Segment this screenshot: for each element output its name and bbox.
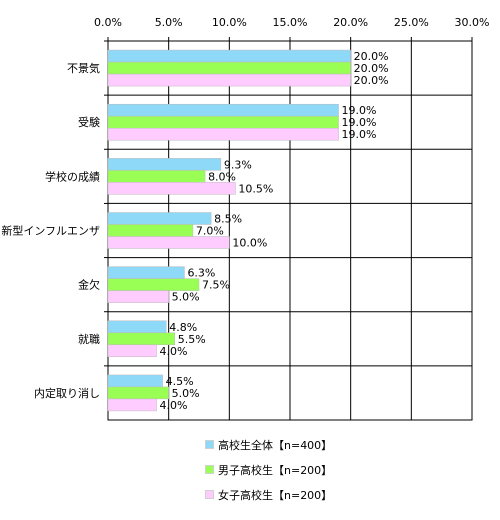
bar <box>107 49 351 63</box>
bar <box>107 386 169 400</box>
bar <box>107 374 163 388</box>
category-label: 金欠 <box>78 278 100 292</box>
bar <box>107 212 212 225</box>
bar <box>107 73 351 87</box>
data-label: 5.0% <box>172 387 200 400</box>
category-label: 就職 <box>78 332 100 346</box>
legend-label-female: 女子高校生【n=200】 <box>218 488 333 502</box>
data-label: 8.0% <box>208 170 236 183</box>
data-label: 5.0% <box>172 291 200 304</box>
bar <box>107 103 339 117</box>
bar <box>107 290 169 303</box>
bar <box>107 115 339 129</box>
legend-item-all: 高校生全体【n=400】 <box>205 438 405 452</box>
data-label: 20.0% <box>354 50 389 63</box>
legend-swatch-all <box>205 440 214 449</box>
legend-swatch-male <box>205 465 214 474</box>
legend-label-male: 男子高校生【n=200】 <box>218 463 333 477</box>
x-tick-label: 0.0% <box>94 16 122 29</box>
category-label: 新型インフルエンザ <box>1 224 100 238</box>
category-label: 受験 <box>78 115 100 129</box>
x-tick-label: 30.0% <box>455 16 490 29</box>
data-label: 6.3% <box>187 267 215 280</box>
bar <box>107 158 222 171</box>
bar <box>107 278 200 291</box>
data-label: 7.5% <box>202 279 230 292</box>
x-tick-label: 5.0% <box>155 16 183 29</box>
legend-item-male: 男子高校生【n=200】 <box>205 463 405 477</box>
x-tick-label: 25.0% <box>394 16 429 29</box>
x-tick-label: 10.0% <box>212 16 247 29</box>
data-label: 10.0% <box>232 237 267 250</box>
bar <box>107 170 206 183</box>
data-label: 4.0% <box>160 399 188 412</box>
data-label: 19.0% <box>342 128 377 141</box>
data-label: 20.0% <box>354 62 389 75</box>
bar <box>107 320 167 334</box>
data-label: 4.5% <box>166 375 194 388</box>
bar <box>107 61 351 75</box>
bar <box>107 224 194 237</box>
legend: 高校生全体【n=400】 男子高校生【n=200】 女子高校生【n=200】 <box>205 438 405 513</box>
bar <box>107 236 230 249</box>
bar <box>107 344 157 358</box>
data-label: 5.5% <box>178 333 206 346</box>
bar-chart: 0.0% 5.0% 10.0% 15.0% 20.0% 25.0% 30.0% 不景気 20.0… <box>1 16 490 421</box>
legend-swatch-female <box>205 490 214 499</box>
x-tick-label: 15.0% <box>273 16 308 29</box>
legend-item-female: 女子高校生【n=200】 <box>205 488 405 502</box>
data-label: 4.0% <box>160 345 188 358</box>
bar <box>107 127 339 141</box>
data-label: 10.5% <box>238 182 273 195</box>
data-label: 4.8% <box>169 321 197 334</box>
data-label: 20.0% <box>354 74 389 87</box>
x-tick-label: 20.0% <box>333 16 368 29</box>
bar <box>107 182 236 195</box>
data-label: 9.3% <box>224 158 252 171</box>
legend-label-all: 高校生全体【n=400】 <box>218 438 333 452</box>
data-label: 8.5% <box>214 213 242 226</box>
bar <box>107 332 175 346</box>
bar <box>107 266 185 279</box>
category-label: 内定取り消し <box>34 386 100 400</box>
data-label: 7.0% <box>196 225 224 238</box>
data-label: 19.0% <box>342 104 377 117</box>
category-label: 学校の成績 <box>45 169 100 183</box>
category-label: 不景気 <box>67 61 100 75</box>
bar <box>107 398 157 412</box>
data-label: 19.0% <box>342 116 377 129</box>
